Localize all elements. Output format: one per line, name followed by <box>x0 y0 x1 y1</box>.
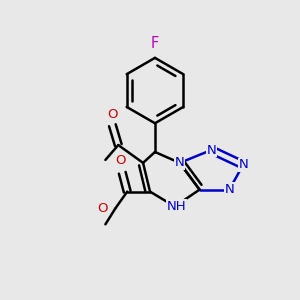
Text: O: O <box>107 108 118 121</box>
Text: F: F <box>151 37 159 52</box>
Text: N: N <box>175 156 184 170</box>
Text: NH: NH <box>167 200 187 213</box>
Text: O: O <box>97 202 107 215</box>
Text: N: N <box>238 158 248 171</box>
Text: N: N <box>224 183 234 196</box>
Text: O: O <box>115 154 125 167</box>
Text: N: N <box>207 143 216 157</box>
